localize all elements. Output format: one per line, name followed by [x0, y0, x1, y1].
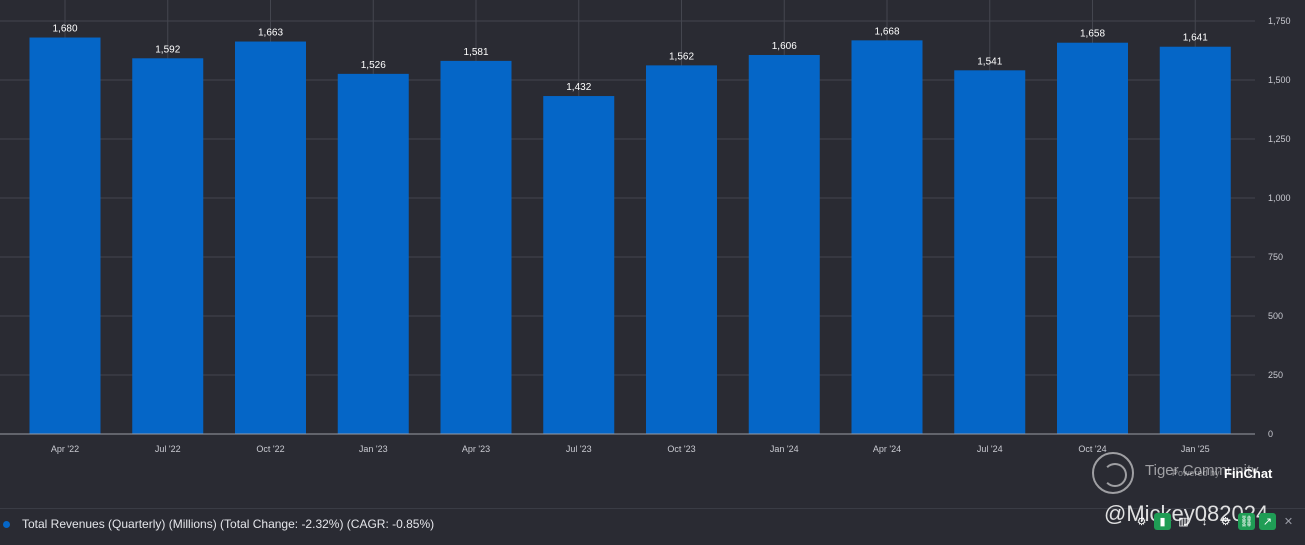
bar-value-label: 1,562 — [669, 51, 694, 62]
bar — [29, 37, 101, 435]
x-tick-label: Jul '23 — [566, 444, 592, 454]
watermark: Tiger Community Powered by FinChat — [1092, 452, 1292, 502]
bar-value-label: 1,541 — [977, 56, 1002, 67]
bar-value-label: 1,581 — [463, 47, 488, 58]
x-tick-label: Jul '24 — [977, 444, 1003, 454]
bar-chart-icon[interactable]: ▮ — [1154, 513, 1171, 530]
bar — [543, 96, 615, 434]
y-tick-label: 1,500 — [1268, 75, 1291, 85]
y-axis: 0 250 500 750 1,000 1,250 1,500 1,750 — [1268, 16, 1291, 439]
bar — [235, 41, 306, 434]
bar — [132, 58, 204, 435]
bar-value-label: 1,432 — [566, 82, 591, 93]
watermark-brand: Tiger Community — [1145, 462, 1259, 479]
up-down-icon[interactable]: ↕ — [1201, 515, 1208, 528]
y-tick-label: 1,750 — [1268, 16, 1291, 26]
watermark-finchat: FinChat — [1224, 466, 1273, 481]
bar — [1057, 42, 1128, 434]
bar-value-label: 1,658 — [1080, 29, 1105, 40]
y-tick-label: 1,000 — [1268, 193, 1291, 203]
legend-marker — [3, 520, 10, 528]
legend-series-label: Total Revenues (Quarterly) (Millions) (T… — [22, 517, 435, 531]
bar-value-label: 1,526 — [361, 60, 386, 71]
x-tick-label: Oct '23 — [667, 444, 695, 454]
bar — [646, 65, 717, 435]
bar — [337, 73, 409, 434]
tiger-logo-icon — [1092, 452, 1134, 494]
watermark-powered-by: Powered by — [1172, 468, 1220, 478]
bars-layer — [29, 37, 1231, 435]
y-tick-label: 1,250 — [1268, 134, 1291, 144]
x-tick-label: Jan '24 — [770, 444, 799, 454]
chart-toolbar: ⚙ ▮ ▥ ↕ ⚙ ⛓ ↗ ✕ — [1133, 513, 1297, 530]
close-icon[interactable]: ✕ — [1283, 516, 1294, 528]
link-icon[interactable]: ⛓ — [1238, 513, 1255, 530]
bar-value-label: 1,606 — [772, 41, 797, 52]
x-tick-label: Jan '23 — [359, 444, 388, 454]
share-icon[interactable]: ↗ — [1259, 513, 1276, 530]
bar-value-label: 1,641 — [1183, 33, 1208, 44]
legend: Total Revenues (Quarterly) (Millions) (T… — [0, 508, 1305, 537]
bar-value-label: 1,663 — [258, 28, 283, 39]
bar-value-label: 1,668 — [874, 26, 899, 37]
settings-icon[interactable]: ⚙ — [1136, 516, 1147, 528]
y-tick-label: 250 — [1268, 370, 1283, 380]
x-tick-label: Apr '22 — [51, 444, 79, 454]
bar — [851, 40, 923, 435]
x-tick-label: Jan '25 — [1181, 444, 1210, 454]
y-tick-label: 0 — [1268, 429, 1273, 439]
x-axis: Apr '22 Jul '22 Oct '22 Jan '23 Apr '23 Jul '… — [0, 433, 1255, 454]
y-tick-label: 500 — [1268, 311, 1283, 321]
value-labels-layer: 1,680 1,592 1,663 1,526 1,581 1,432 1,562 1,606… — [52, 24, 1208, 94]
x-tick-label: Apr '24 — [873, 444, 901, 454]
x-tick-label: Apr '23 — [462, 444, 490, 454]
bar-value-label: 1,592 — [155, 44, 180, 55]
x-tick-label: Oct '24 — [1078, 444, 1106, 454]
bar — [440, 60, 512, 434]
bar — [954, 70, 1026, 434]
stats-icon[interactable]: ▥ — [1178, 516, 1189, 528]
y-tick-label: 750 — [1268, 252, 1283, 262]
x-tick-label: Oct '22 — [256, 444, 284, 454]
bar — [1159, 46, 1231, 434]
bar — [748, 54, 820, 434]
revenue-bar-chart: 1,680 1,592 1,663 1,526 1,581 1,432 1,562 1,606… — [0, 0, 1291, 454]
x-tick-label: Jul '22 — [155, 444, 181, 454]
gear-icon[interactable]: ⚙ — [1220, 516, 1231, 528]
bar-value-label: 1,680 — [52, 24, 77, 35]
